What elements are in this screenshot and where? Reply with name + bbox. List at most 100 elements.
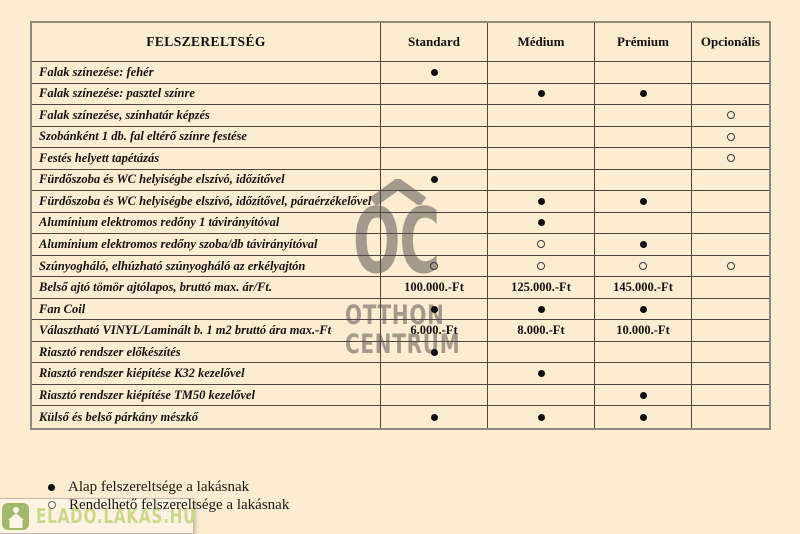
tier-cell: [595, 341, 692, 364]
tier-cell: [381, 384, 488, 407]
tier-cell: [488, 384, 595, 407]
legend-item-orderable: Rendelhető felszereltsége a lakásnak: [48, 496, 289, 514]
tier-cell: [692, 320, 769, 342]
tier-cell: [595, 234, 692, 256]
filled-dot-icon: [48, 483, 55, 491]
tier-cell: [595, 255, 692, 278]
hollow-dot-icon: [48, 501, 56, 509]
hollow-dot-icon: [726, 262, 735, 271]
legend: Alap felszereltsége a lakásnak Rendelhet…: [48, 478, 289, 514]
hollow-dot-icon: [537, 262, 545, 271]
tier-cell: [381, 298, 488, 321]
row-label: Szúnyogháló, elhúzható szúnyogháló az er…: [32, 255, 381, 278]
row-label: Választható VINYL/Laminált b. 1 m2 brutt…: [32, 320, 381, 342]
tier-cell: [488, 105, 595, 127]
tier-cell: [692, 277, 769, 299]
row-label: Belső ajtó tömör ajtólapos, bruttó max. …: [32, 277, 381, 299]
tier-cell: [595, 212, 692, 235]
row-label: Alumínium elektromos redőny 1 távirányít…: [32, 212, 381, 235]
row-label: Riasztó rendszer kiépítése K32 kezelővel: [32, 363, 381, 385]
tier-cell: [488, 234, 595, 256]
tier-cell: [595, 363, 692, 385]
price-value: 10.000.-Ft: [616, 323, 670, 338]
tier-cell: [381, 363, 488, 385]
row-label: Falak színezése: fehér: [32, 62, 381, 84]
price-value: 125.000.-Ft: [511, 280, 571, 295]
equipment-table: FELSZERELTSÉG Standard Médium Prémium Opcion…: [30, 21, 771, 430]
tier-cell: [381, 83, 488, 106]
legend-item-label: Rendelhető felszereltsége a lakásnak: [69, 496, 290, 513]
hollow-dot-icon: [430, 262, 438, 271]
tier-cell: [381, 234, 488, 256]
tier-cell: [381, 255, 488, 278]
row-label: Falak színezése: pasztel színre: [32, 83, 381, 106]
price-value: 6.000.-Ft: [410, 323, 458, 338]
tier-cell: [381, 406, 488, 428]
tier-cell: [595, 191, 692, 213]
watermark-text-otthon: OTTHON: [345, 300, 445, 331]
oc-monogram: OC: [353, 189, 440, 294]
price-value: 145.000.-Ft: [613, 280, 673, 295]
filled-dot-icon: [537, 370, 545, 378]
tier-cell: [692, 299, 769, 321]
tier-cell: 145.000.-Ft: [595, 277, 692, 299]
hollow-dot-icon: [639, 262, 647, 271]
hollow-dot-icon: [726, 111, 735, 120]
filled-dot-icon: [537, 90, 545, 98]
tier-cell: 100.000.-Ft: [381, 277, 488, 299]
tier-cell: [488, 363, 595, 385]
filled-dot-icon: [537, 197, 545, 205]
tier-cell: [595, 126, 692, 149]
price-value: 8.000.-Ft: [517, 323, 565, 338]
row-label: Fürdőszoba és WC helyiségbe elszívó, idő…: [32, 191, 381, 213]
tier-cell: [595, 384, 692, 407]
filled-dot-icon: [537, 305, 545, 313]
tier-cell: 125.000.-Ft: [488, 277, 595, 299]
filled-dot-icon: [537, 413, 545, 421]
filled-dot-icon: [430, 305, 438, 313]
tier-cell: [692, 406, 769, 428]
tier-cell: [595, 62, 692, 84]
tier-cell: [488, 406, 595, 428]
tier-cell: [488, 341, 595, 364]
tier-cell: [595, 83, 692, 106]
tier-cell: [692, 105, 769, 127]
tier-cell: [488, 83, 595, 106]
tier-cell: 8.000.-Ft: [488, 320, 595, 342]
filled-dot-icon: [639, 413, 647, 421]
row-label: Falak színezése, színhatár képzés: [32, 105, 381, 127]
tier-cell: [381, 148, 488, 170]
tier-cell: [692, 234, 769, 256]
tier-cell: [692, 213, 769, 235]
tier-cell: 10.000.-Ft: [595, 320, 692, 342]
price-value: 100.000.-Ft: [404, 280, 464, 295]
tier-cell: [381, 341, 488, 364]
column-header: Médium: [488, 23, 595, 62]
tier-cell: [692, 363, 769, 385]
tier-cell: [381, 169, 488, 192]
filled-dot-icon: [639, 90, 647, 98]
tier-cell: [692, 170, 769, 192]
filled-dot-icon: [639, 197, 647, 205]
tier-cell: [595, 105, 692, 127]
tier-cell: [381, 105, 488, 127]
roof-icon: [370, 179, 426, 205]
tier-cell: [381, 126, 488, 149]
tier-cell: [488, 298, 595, 321]
legend-item-basic: Alap felszereltsége a lakásnak: [48, 478, 289, 496]
tier-cell: [595, 169, 692, 192]
tier-cell: [488, 148, 595, 170]
tier-cell: [692, 62, 769, 84]
tier-cell: [692, 385, 769, 407]
tier-cell: [488, 212, 595, 235]
row-label: Fürdőszoba és WC helyiségbe elszívó, idő…: [32, 169, 381, 192]
tier-cell: [595, 298, 692, 321]
tier-cell: [595, 148, 692, 170]
row-label: Riasztó rendszer kiépítése TM50 kezelőve…: [32, 384, 381, 407]
row-label: Fan Coil: [32, 298, 381, 321]
row-label: Festés helyett tapétázás: [32, 148, 381, 170]
hollow-dot-icon: [726, 132, 735, 141]
row-label: Alumínium elektromos redőny szoba/db táv…: [32, 234, 381, 256]
filled-dot-icon: [430, 413, 438, 421]
tier-cell: [381, 62, 488, 84]
